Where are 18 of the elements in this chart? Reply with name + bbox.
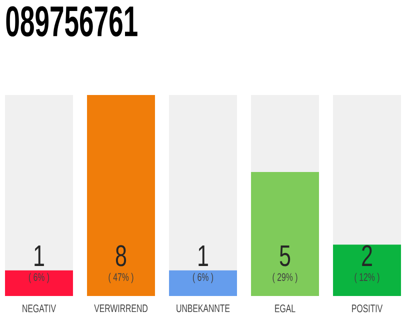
- data-label: ( 29% ): [272, 272, 298, 284]
- chart-title: 089756761: [6, 6, 138, 37]
- data-label: ( 47% ): [108, 272, 134, 284]
- x-tick-label: NEGATIV: [22, 304, 56, 312]
- annotation: 1: [34, 245, 44, 266]
- x-tick-label: EGAL: [275, 304, 296, 312]
- data-label: ( 6% ): [28, 272, 50, 284]
- bar: [5, 270, 73, 296]
- annotation: 1: [198, 245, 208, 266]
- annotation: 2: [362, 245, 372, 266]
- data-label: ( 6% ): [192, 272, 214, 284]
- bar: [169, 270, 237, 296]
- data-label: ( 12% ): [354, 272, 380, 284]
- x-tick-label: POSITIV: [352, 304, 383, 312]
- annotation: 8: [116, 245, 126, 266]
- x-tick-label: UNBEKANNTE: [176, 304, 230, 312]
- annotation: 5: [280, 245, 290, 266]
- x-tick-label: VERWIRREND: [94, 304, 148, 312]
